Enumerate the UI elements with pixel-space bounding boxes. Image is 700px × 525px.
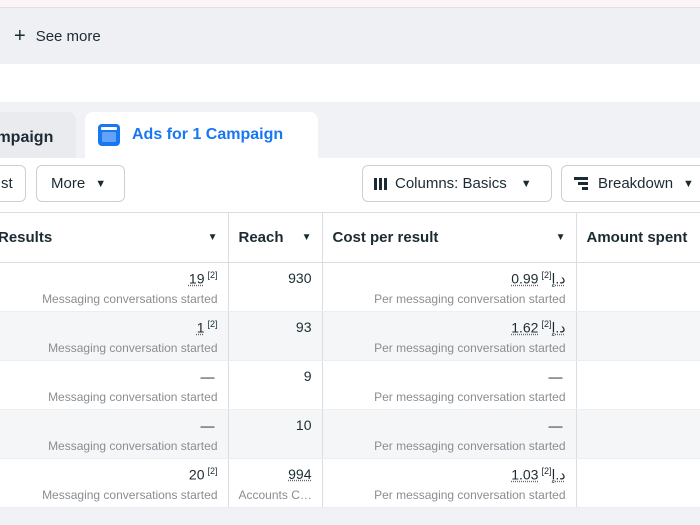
tab-campaigns-label: Campaign <box>0 129 54 146</box>
results-sub: Messaging conversation started <box>48 341 218 355</box>
header-reach-label: Reach <box>238 229 284 246</box>
results-note: [2] <box>207 270 218 280</box>
breakdown-label: Breakdown <box>598 175 674 192</box>
results-value: — <box>200 368 215 385</box>
amount-spent-cell <box>576 458 700 508</box>
results-sub: Messaging conversation started <box>48 390 218 404</box>
level-tabs: Campaign Ads for 1 Campaign <box>0 112 700 158</box>
results-sub: Messaging conversation started <box>48 439 218 453</box>
table-row[interactable]: 19 [2] Messaging conversations started 930… <box>0 262 700 312</box>
caret-down-icon: ▼ <box>683 177 694 190</box>
reach-value: 93 <box>295 319 312 335</box>
tab-ads-label: Ads for 1 Campaign <box>132 126 284 143</box>
cost-note: [2] <box>541 319 552 329</box>
results-sub: Messaging conversations started <box>42 292 218 306</box>
cost-sub: Per messaging conversation started <box>374 390 566 404</box>
header-reach[interactable]: Reach ▼ <box>228 212 323 263</box>
amount-spent-cell <box>576 409 700 459</box>
breakdown-button[interactable]: Breakdown ▼ <box>561 165 700 202</box>
cost-value[interactable]: 0.99د.إ <box>511 270 566 287</box>
results-note: [2] <box>207 466 218 476</box>
breakdown-icon <box>574 177 588 190</box>
tab-campaigns[interactable]: Campaign <box>0 112 76 158</box>
plus-icon: + <box>14 25 26 47</box>
spacer-band <box>0 64 700 102</box>
columns-label: Columns: Basics <box>395 175 507 192</box>
cost-sub: Per messaging conversation started <box>374 292 566 306</box>
cost-sub: Per messaging conversation started <box>374 439 566 453</box>
header-results[interactable]: Results ▼ <box>0 212 229 263</box>
cost-sub: Per messaging conversation started <box>374 341 566 355</box>
toolbar: st More ▼ Columns: Basics ▼ Breakdown ▼ <box>0 158 700 212</box>
toolbar-partial-button[interactable]: st <box>0 165 26 202</box>
table-row[interactable]: — Messaging conversation started 9 — Per m… <box>0 360 700 410</box>
ads-table: Results ▼ Reach ▼ Cost per result ▼ Amount … <box>0 212 700 508</box>
reach-value[interactable]: 994 <box>288 466 312 482</box>
cost-note: [2] <box>541 466 552 476</box>
caret-down-icon[interactable]: ▼ <box>207 232 218 243</box>
results-value[interactable]: 1 <box>196 319 205 336</box>
caret-down-icon: ▼ <box>520 177 532 190</box>
results-value[interactable]: 19 <box>188 270 205 287</box>
results-sub: Messaging conversations started <box>42 488 218 502</box>
table-row[interactable]: 1 [2] Messaging conversation started 93 1.… <box>0 311 700 361</box>
cost-note: [2] <box>541 270 552 280</box>
reach-sub: Accounts C… <box>238 488 312 502</box>
caret-down-icon: ▼ <box>95 177 107 190</box>
toolbar-partial-label: st <box>1 175 13 192</box>
ad-set-icon <box>98 124 120 146</box>
amount-spent-cell <box>576 311 700 361</box>
see-more-bar: + See more <box>0 8 700 64</box>
tab-ads[interactable]: Ads for 1 Campaign <box>85 112 318 158</box>
header-cost-per-result[interactable]: Cost per result ▼ <box>322 212 577 263</box>
reach-value: 9 <box>303 368 312 384</box>
top-strip <box>0 0 700 8</box>
divider-band <box>0 102 700 112</box>
results-value: — <box>200 417 215 434</box>
cost-sub: Per messaging conversation started <box>374 488 566 502</box>
cost-value[interactable]: 1.03د.إ <box>511 466 566 483</box>
header-amount-spent[interactable]: Amount spent <box>576 212 700 263</box>
header-results-label: Results <box>0 229 53 246</box>
reach-value: 930 <box>288 270 312 286</box>
columns-button[interactable]: Columns: Basics ▼ <box>362 165 552 202</box>
results-note: [2] <box>207 319 218 329</box>
cost-value: — <box>548 368 563 385</box>
more-label: More <box>51 175 86 192</box>
table-row[interactable]: — Messaging conversation started 10 — Per … <box>0 409 700 459</box>
table-summary-row: 20 [2] Messaging conversations started 994… <box>0 458 700 508</box>
amount-spent-cell <box>576 360 700 410</box>
cost-value: — <box>548 417 563 434</box>
reach-value: 10 <box>295 417 312 433</box>
header-cost-label: Cost per result <box>332 229 439 246</box>
caret-down-icon[interactable]: ▼ <box>301 232 312 243</box>
see-more-button[interactable]: + See more <box>14 26 101 46</box>
table-header-row: Results ▼ Reach ▼ Cost per result ▼ Amount … <box>0 212 700 263</box>
columns-icon <box>374 177 387 190</box>
results-value: 20 <box>188 466 205 483</box>
more-button[interactable]: More ▼ <box>36 165 125 202</box>
see-more-label: See more <box>35 27 101 45</box>
cost-value[interactable]: 1.62د.إ <box>511 319 566 336</box>
caret-down-icon[interactable]: ▼ <box>555 232 566 243</box>
amount-spent-cell <box>576 262 700 312</box>
header-amount-label: Amount spent <box>586 229 688 246</box>
